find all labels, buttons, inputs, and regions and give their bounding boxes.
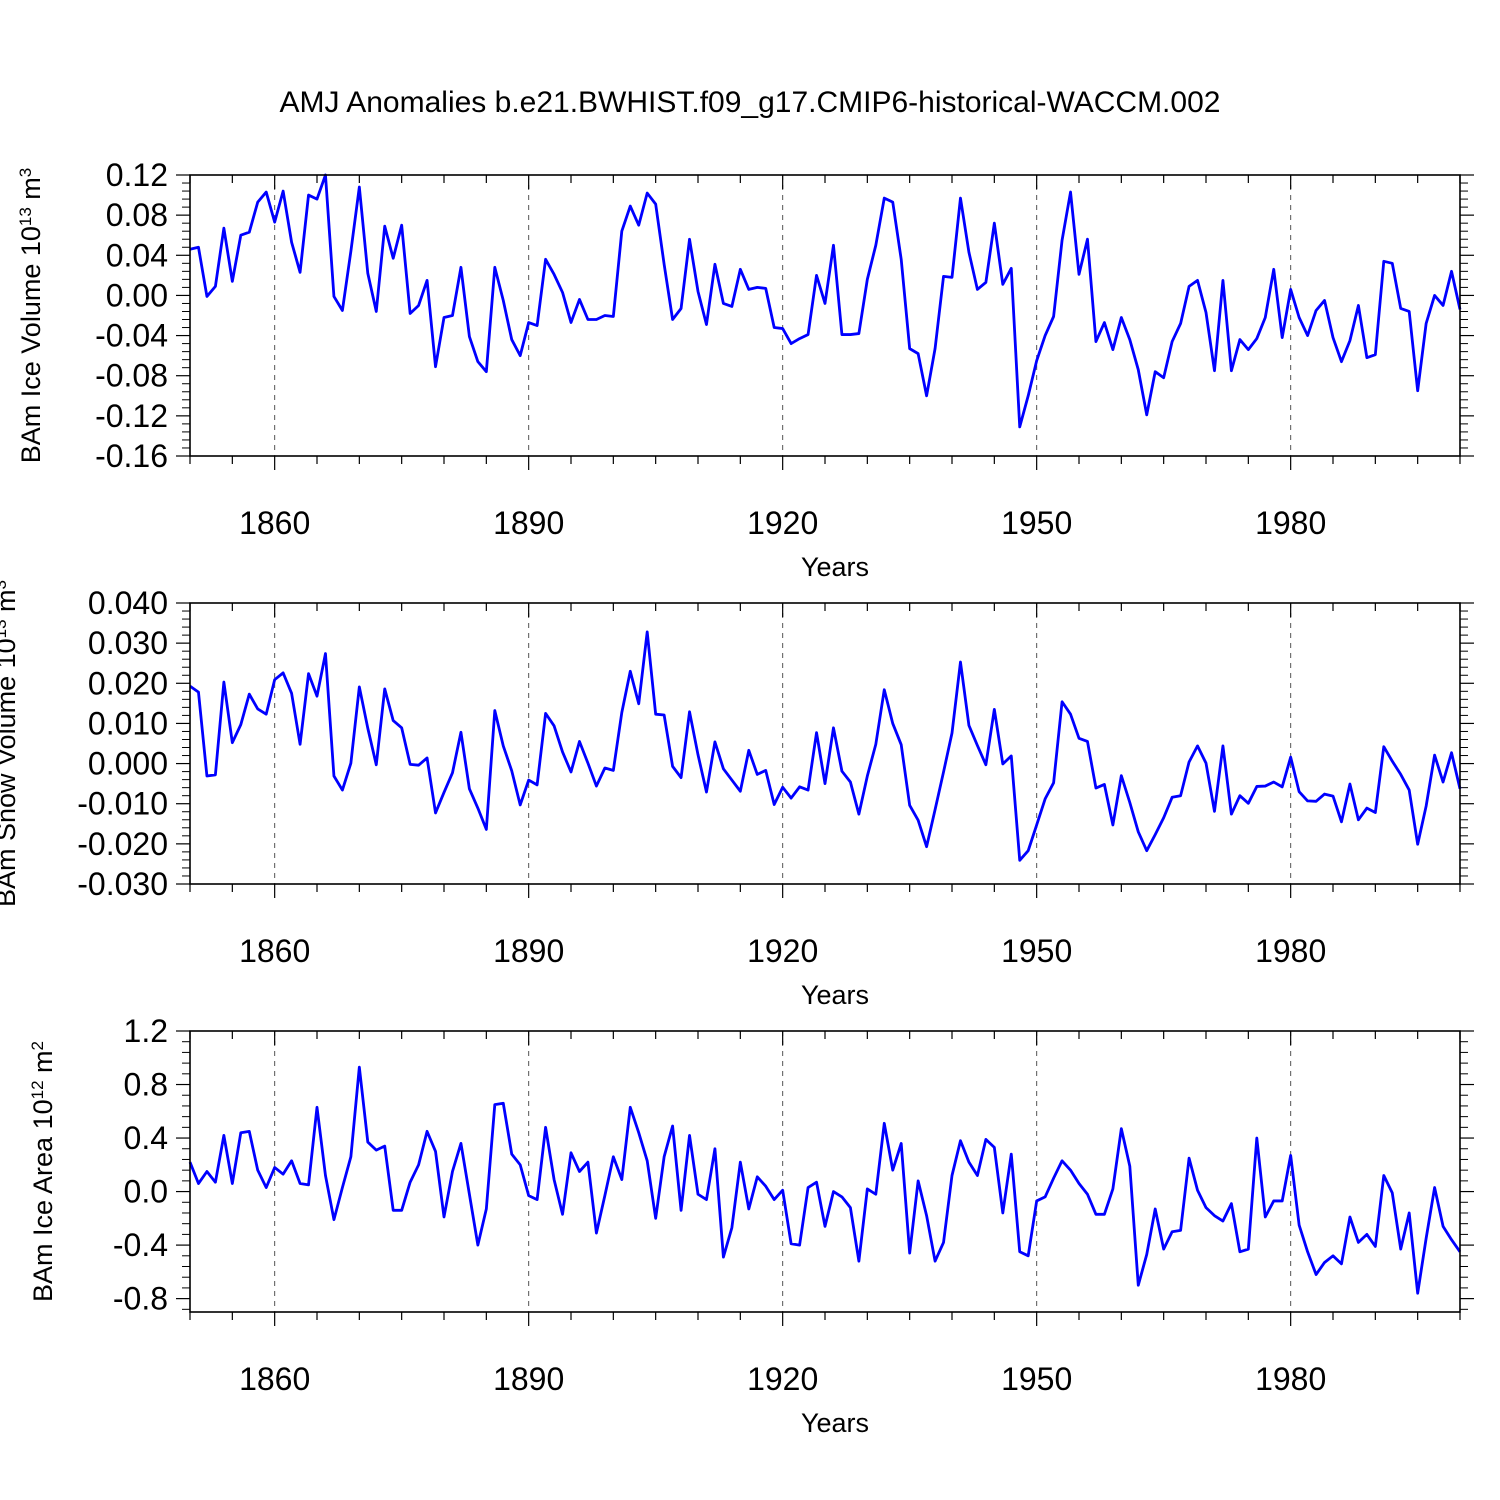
- ice-area-tick-labels: 1860 1890 1920 1950 1980 -0.8 -0.4 0.0 0.4 0.8 1.2: [113, 1013, 1326, 1397]
- ice-volume-y-label-unit: m: [16, 177, 46, 207]
- ice-volume-x-tick-label: 1860: [239, 505, 310, 541]
- ice-volume-y-tick-label: 0.12: [106, 157, 168, 193]
- ice-volume-y-tick-label: 0.08: [106, 197, 168, 233]
- ice-area-panel: 1860 1890 1920 1950 1980 -0.8 -0.4 0.0 0.4 0.8 1.2…: [28, 1013, 1474, 1438]
- snow-volume-x-tick-label: 1950: [1001, 933, 1072, 969]
- ice-area-series-line: [188, 1065, 1462, 1295]
- snow-volume-y-label-unit: m: [0, 589, 21, 619]
- ice-area-plot-frame: [189, 1030, 1461, 1313]
- ice-volume-y-label-main: BAm Ice Volume 10: [16, 226, 46, 463]
- snow-volume-y-tick-label: -0.030: [77, 866, 168, 902]
- ice-area-gridlines: [274, 1031, 1292, 1312]
- snow-volume-y-tick-label: -0.010: [77, 786, 168, 822]
- ice-area-y-label-unit: m: [28, 1050, 58, 1080]
- ice-area-y-axis-label: BAm Ice Area 1012 m2: [28, 1041, 59, 1302]
- snow-volume-y-label-unit-exponent: 3: [0, 580, 10, 589]
- figure-title: AMJ Anomalies b.e21.BWHIST.f09_g17.CMIP6…: [280, 86, 1221, 119]
- ice-area-x-tick-label: 1890: [493, 1361, 564, 1397]
- snow-volume-x-tick-label: 1980: [1255, 933, 1326, 969]
- ice-volume-x-tick-label: 1920: [747, 505, 818, 541]
- ice-volume-y-tick-label: -0.04: [95, 318, 168, 354]
- ice-area-y-label-main: BAm Ice Area 10: [28, 1099, 58, 1302]
- ice-volume-y-label-exponent: 13: [16, 207, 35, 226]
- snow-volume-x-tick-label: 1890: [493, 933, 564, 969]
- snow-volume-y-axis-label: BAm Snow Volume 1013 m3: [0, 580, 21, 907]
- ice-volume-x-tick-label: 1890: [493, 505, 564, 541]
- ice-volume-y-tick-label: -0.16: [95, 438, 168, 474]
- ice-volume-ticks: [176, 174, 1474, 470]
- ice-area-y-tick-label: 0.8: [124, 1067, 168, 1103]
- snow-volume-y-tick-label: -0.020: [77, 826, 168, 862]
- snow-volume-ticks: [176, 602, 1474, 898]
- ice-area-y-tick-label: 0.0: [124, 1174, 168, 1210]
- ice-volume-x-tick-label: 1950: [1001, 505, 1072, 541]
- ice-volume-panel: 1860 1890 1920 1950 1980 -0.16 -0.12 -0.08 -0.04…: [16, 157, 1474, 582]
- ice-area-x-tick-label: 1980: [1255, 1361, 1326, 1397]
- ice-volume-y-label-unit-exponent: 3: [16, 168, 35, 177]
- snow-volume-x-tick-label: 1860: [239, 933, 310, 969]
- ice-volume-x-tick-label: 1980: [1255, 505, 1326, 541]
- snow-volume-panel: 1860 1890 1920 1950 1980 -0.030 -0.020 -0.010 0.…: [0, 580, 1474, 1010]
- ice-area-y-tick-label: 1.2: [124, 1013, 168, 1049]
- snow-volume-tick-labels: 1860 1890 1920 1950 1980 -0.030 -0.020 -0.010 0.…: [77, 585, 1326, 969]
- ice-volume-gridlines: [274, 175, 1292, 456]
- snow-volume-y-label-exponent: 13: [0, 619, 10, 638]
- ice-area-x-axis-label: Years: [801, 1408, 869, 1438]
- ice-area-y-tick-label: -0.4: [113, 1227, 168, 1263]
- snow-volume-y-tick-label: 0.030: [88, 625, 168, 661]
- ice-area-y-label-exponent: 12: [28, 1080, 47, 1099]
- ice-volume-y-tick-label: -0.08: [95, 358, 168, 394]
- ice-area-x-tick-label: 1950: [1001, 1361, 1072, 1397]
- snow-volume-y-tick-label: 0.020: [88, 665, 168, 701]
- ice-area-ticks: [176, 1030, 1474, 1326]
- snow-volume-y-tick-label: 0.010: [88, 705, 168, 741]
- snow-volume-plot-frame: [189, 602, 1461, 885]
- ice-volume-x-axis-label: Years: [801, 552, 869, 582]
- ice-area-y-tick-label: -0.8: [113, 1281, 168, 1317]
- snow-volume-x-axis-label: Years: [801, 980, 869, 1010]
- ice-area-y-tick-label: 0.4: [124, 1120, 168, 1156]
- ice-volume-y-tick-label: 0.00: [106, 277, 168, 313]
- snow-volume-x-tick-label: 1920: [747, 933, 818, 969]
- ice-area-x-tick-label: 1920: [747, 1361, 818, 1397]
- ice-volume-series-line: [189, 173, 1462, 429]
- snow-volume-y-tick-label: 0.040: [88, 585, 168, 621]
- ice-volume-tick-labels: 1860 1890 1920 1950 1980 -0.16 -0.12 -0.08 -0.04…: [95, 157, 1326, 541]
- snow-volume-y-tick-label: 0.000: [88, 746, 168, 782]
- ice-area-x-tick-label: 1860: [239, 1361, 310, 1397]
- ice-volume-plot-frame: [189, 174, 1461, 457]
- ice-volume-y-tick-label: -0.12: [95, 398, 168, 434]
- ice-area-y-label-unit-exponent: 2: [28, 1041, 47, 1050]
- snow-volume-y-label-main: BAm Snow Volume 10: [0, 638, 21, 907]
- ice-volume-y-tick-label: 0.04: [106, 237, 168, 273]
- snow-volume-gridlines: [274, 603, 1292, 884]
- ice-volume-y-axis-label: BAm Ice Volume 1013 m3: [16, 168, 47, 464]
- snow-volume-series-line: [189, 630, 1462, 862]
